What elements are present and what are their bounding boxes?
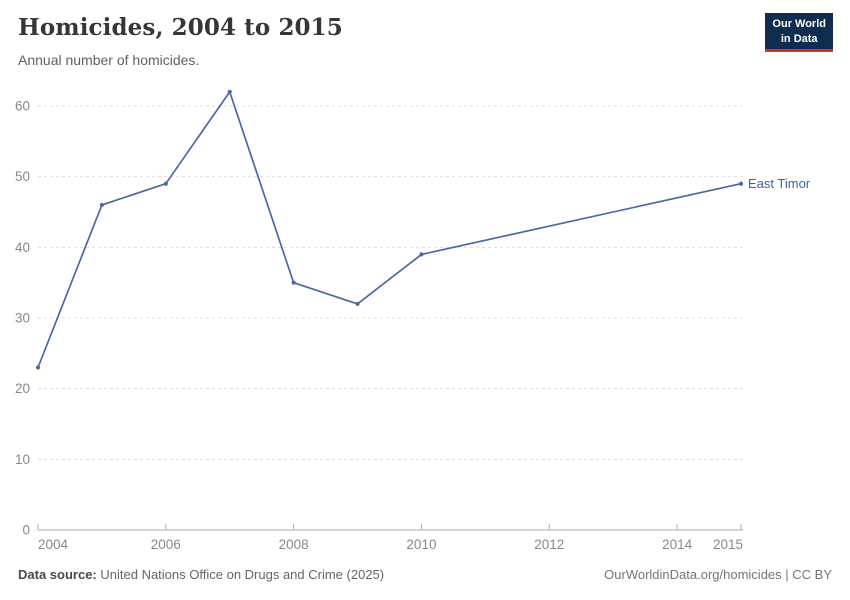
data-point-marker — [291, 280, 296, 285]
owid-logo-line2: in Data — [780, 32, 818, 45]
x-tick-label: 2012 — [534, 537, 564, 552]
y-tick-label: 30 — [15, 311, 30, 326]
data-point-marker — [738, 181, 744, 186]
y-tick-label: 10 — [15, 452, 30, 467]
owid-logo[interactable]: Our World in Data — [765, 13, 833, 53]
y-tick-label: 60 — [15, 99, 30, 114]
owid-logo-line1: Our World — [772, 18, 826, 30]
data-point-marker — [35, 365, 41, 370]
x-tick-label: 2004 — [38, 537, 69, 552]
series-entity-label[interactable]: East Timor — [748, 176, 811, 191]
data-point-marker — [99, 202, 105, 208]
x-tick-label: 2008 — [279, 537, 309, 552]
x-tick-label: 2006 — [151, 537, 181, 552]
x-tick-label: 2010 — [406, 537, 436, 552]
data-source-text: United Nations Office on Drugs and Crime… — [100, 567, 385, 582]
data-point-marker — [419, 252, 424, 257]
data-point-marker — [163, 181, 168, 186]
x-tick-label: 2015 — [713, 537, 743, 552]
y-tick-label: 40 — [15, 240, 30, 255]
y-tick-label: 0 — [22, 523, 30, 538]
chart-footer: Data source: United Nations Office on Dr… — [18, 567, 832, 582]
chart-title: Homicides, 2004 to 2015 — [18, 14, 343, 41]
series-line[interactable] — [37, 91, 742, 369]
data-source-label: Data source: — [18, 567, 97, 582]
data-source-note: Data source: United Nations Office on Dr… — [18, 567, 384, 582]
y-tick-label: 50 — [15, 169, 30, 184]
data-point-marker — [355, 301, 360, 306]
chart-subtitle: Annual number of homicides. — [18, 52, 200, 68]
x-tick-label: 2014 — [662, 537, 693, 552]
footer-credit-link[interactable]: OurWorldinData.org/homicides | CC BY — [604, 567, 832, 582]
y-tick-label: 20 — [15, 381, 30, 396]
data-point-marker — [227, 89, 232, 94]
